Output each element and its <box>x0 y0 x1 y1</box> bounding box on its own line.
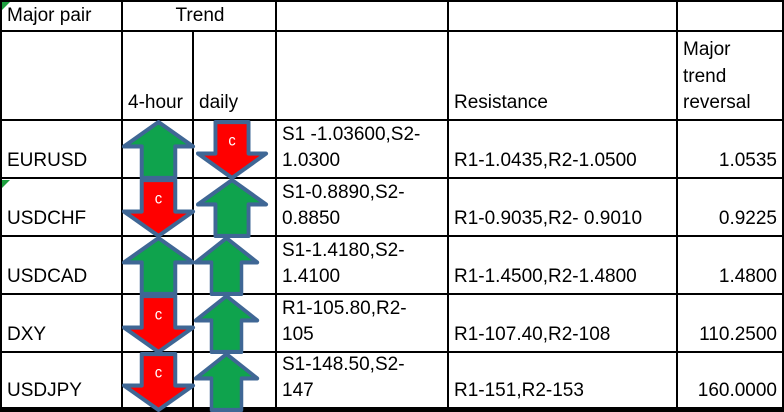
pair-label: USDJPY <box>7 379 82 401</box>
cell-support[interactable]: S1-148.50,S2- 147 <box>277 353 449 409</box>
reversal-value: 160.0000 <box>697 379 777 401</box>
pair-label: EURUSD <box>7 149 88 171</box>
pair-label: DXY <box>7 323 47 345</box>
reversal-value: 110.2500 <box>699 323 777 345</box>
pair-label: USDCHF <box>7 207 87 229</box>
cell-header-support-blank[interactable] <box>277 2 449 32</box>
cell-resistance[interactable]: R1-1.4500,R2-1.4800 <box>449 237 678 295</box>
up-arrow-icon[interactable] <box>193 236 260 296</box>
svg-text:c: c <box>228 132 236 149</box>
resistance-value: R1-107.40,R2-108 <box>454 323 611 345</box>
reversal-value: 0.9225 <box>718 207 777 229</box>
cell-header-resistance-blank[interactable] <box>449 2 678 32</box>
cell-support[interactable]: S1-1.4180,S2- 1.4100 <box>277 237 449 295</box>
resistance-header-label: Resistance <box>454 91 548 113</box>
up-arrow-icon[interactable] <box>193 352 260 412</box>
cell-subheader-daily[interactable]: daily <box>194 32 277 121</box>
cell-resistance[interactable]: R1-1.0435,R2-1.0500 <box>449 121 678 179</box>
up-arrow-icon[interactable] <box>195 178 269 238</box>
cell-reversal[interactable]: 0.9225 <box>678 179 782 237</box>
cell-subheader-reversal[interactable]: Major trend reversal <box>678 32 782 121</box>
down-arrow-icon[interactable]: c <box>121 294 196 354</box>
cell-trend-4h[interactable]: c <box>121 352 196 412</box>
4hour-header-label: 4-hour <box>128 91 183 113</box>
cell-support[interactable]: S1 -1.03600,S2- 1.0300 <box>277 121 449 179</box>
up-arrow-icon[interactable] <box>121 236 196 296</box>
resistance-value: R1-1.4500,R2-1.4800 <box>454 265 637 287</box>
cell-trend-4h[interactable]: c <box>121 294 196 354</box>
up-arrow-icon[interactable] <box>193 294 260 354</box>
svg-text:c: c <box>155 306 163 323</box>
cell-pair[interactable]: USDCAD <box>2 237 123 295</box>
resistance-value: R1-1.0435,R2-1.0500 <box>454 149 637 171</box>
cell-support[interactable]: R1-105.80,R2- 105 <box>277 295 449 353</box>
major-trend-reversal-header-label: Major trend reversal <box>683 39 751 113</box>
cell-trend-4h[interactable]: c <box>121 178 196 238</box>
cell-support[interactable]: S1-0.8890,S2- 0.8850 <box>277 179 449 237</box>
cell-error-indicator-icon <box>2 2 10 10</box>
cell-trend-daily[interactable] <box>193 352 277 412</box>
support-value: S1-1.4180,S2- 1.4100 <box>282 239 405 287</box>
up-arrow-icon[interactable] <box>121 120 196 180</box>
cell-header-reversal-blank[interactable] <box>678 2 782 32</box>
cell-header-trend[interactable]: Trend <box>123 2 277 32</box>
resistance-value: R1-151,R2-153 <box>454 379 584 401</box>
reversal-value: 1.0535 <box>718 149 777 171</box>
cell-resistance[interactable]: R1-0.9035,R2- 0.9010 <box>449 179 678 237</box>
pair-label: USDCAD <box>7 265 88 287</box>
down-arrow-icon[interactable]: c <box>195 120 269 180</box>
svg-text:c: c <box>155 190 163 207</box>
cell-reversal[interactable]: 1.0535 <box>678 121 782 179</box>
down-arrow-icon[interactable]: c <box>121 178 196 238</box>
cell-reversal[interactable]: 1.4800 <box>678 237 782 295</box>
cell-trend-daily[interactable] <box>193 236 277 296</box>
cell-trend-daily[interactable] <box>194 178 277 238</box>
cell-subheader-4hour[interactable]: 4-hour <box>123 32 194 121</box>
cell-trend-daily[interactable] <box>193 294 277 354</box>
cell-trend-4h[interactable] <box>121 120 196 180</box>
cell-resistance[interactable]: R1-107.40,R2-108 <box>449 295 678 353</box>
cell-pair[interactable]: DXY <box>2 295 123 353</box>
cell-pair[interactable]: USDCHF <box>2 179 123 237</box>
cell-reversal[interactable]: 110.2500 <box>678 295 782 353</box>
reversal-value: 1.4800 <box>718 265 777 287</box>
support-value: S1-148.50,S2- 147 <box>282 353 405 401</box>
cell-pair[interactable]: EURUSD <box>2 121 123 179</box>
trend-header-label: Trend <box>175 4 225 26</box>
support-value: S1-0.8890,S2- 0.8850 <box>282 181 405 229</box>
support-value: S1 -1.03600,S2- 1.0300 <box>282 123 421 171</box>
major-pair-header-label: Major pair <box>7 4 92 26</box>
cell-trend-daily[interactable]: c <box>194 120 277 180</box>
cell-subheader-blank[interactable] <box>2 32 123 121</box>
daily-header-label: daily <box>199 91 239 113</box>
cell-header-major-pair[interactable]: Major pair <box>2 2 123 32</box>
support-value: R1-105.80,R2- 105 <box>282 297 407 345</box>
cell-pair[interactable]: USDJPY <box>2 353 123 409</box>
resistance-value: R1-0.9035,R2- 0.9010 <box>454 207 643 229</box>
cell-trend-4h[interactable] <box>121 236 196 296</box>
cell-resistance[interactable]: R1-151,R2-153 <box>449 353 678 409</box>
cell-subheader-support-blank[interactable] <box>277 32 449 121</box>
cell-error-indicator-icon <box>2 180 10 188</box>
cell-reversal[interactable]: 160.0000 <box>678 353 782 409</box>
down-arrow-icon[interactable]: c <box>121 352 196 412</box>
svg-text:c: c <box>155 364 163 381</box>
cell-subheader-resistance[interactable]: Resistance <box>449 32 678 121</box>
